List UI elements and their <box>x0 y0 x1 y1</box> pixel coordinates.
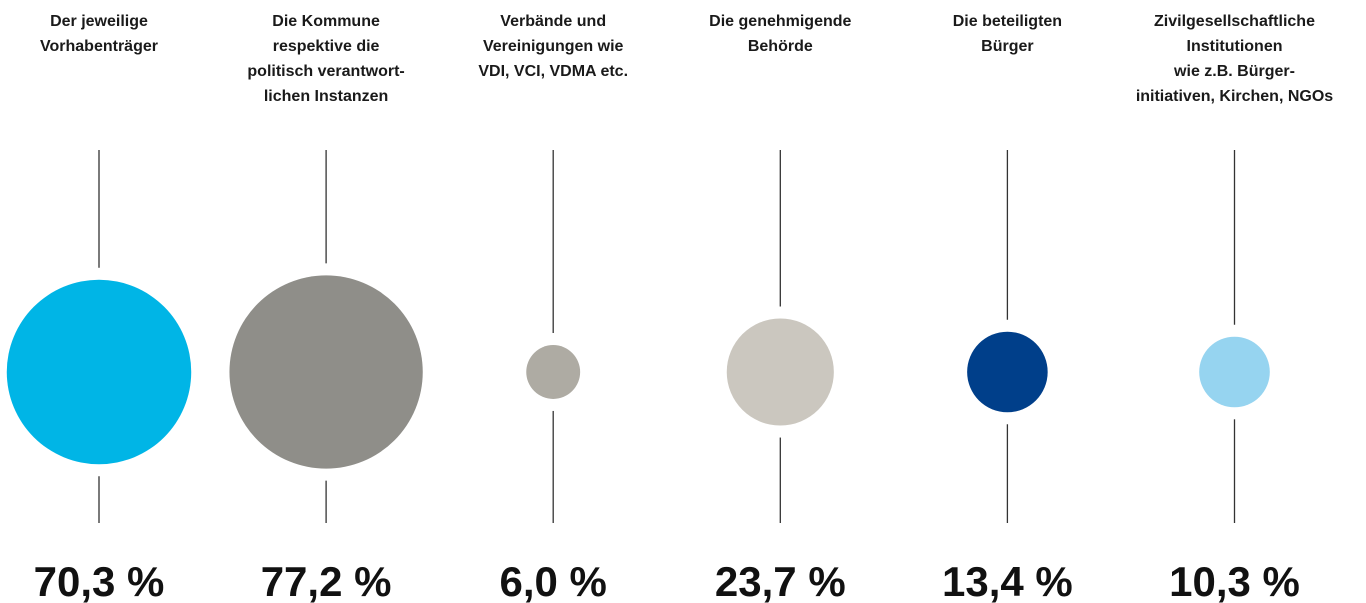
category-line: Die Kommune <box>272 13 380 30</box>
bubble <box>1199 336 1270 408</box>
category-line: Vorhabenträger <box>40 38 158 55</box>
category-line: Verbände und <box>500 13 606 30</box>
bubble <box>526 345 581 399</box>
value-label: 77,2 % <box>261 558 392 603</box>
category-line: Vereinigungen wie <box>483 38 624 55</box>
value-label: 13,4 % <box>942 558 1073 603</box>
category-line: Die beteiligten <box>953 13 1062 30</box>
bubble <box>726 318 834 426</box>
category-line: politisch verantwort- <box>247 63 404 80</box>
bubble <box>229 275 423 469</box>
category-line: Institutionen <box>1187 38 1283 55</box>
category-line: Bürger <box>981 38 1033 55</box>
category-line: initiativen, Kirchen, NGOs <box>1136 88 1333 105</box>
value-label: 10,3 % <box>1169 558 1300 603</box>
category-label: Der jeweilige Vorhabenträger <box>40 13 158 55</box>
category-line: lichen Instanzen <box>264 88 388 105</box>
bubble <box>967 331 1048 413</box>
category-label: Die beteiligten Bürger <box>953 13 1062 55</box>
category-label: Die Kommune respektive die politisch veran… <box>247 13 404 105</box>
bubble <box>6 279 192 465</box>
value-label: 6,0 % <box>499 558 606 603</box>
category-line: Der jeweilige <box>50 13 148 30</box>
value-label: 70,3 % <box>34 558 165 603</box>
category-label: Zivilgesellschaftliche Institutionen wie z… <box>1136 13 1333 105</box>
category-line: Die genehmigende <box>709 13 851 30</box>
category-label: Die genehmigende Behörde <box>709 13 851 55</box>
category-line: VDI, VCI, VDMA etc. <box>478 63 628 80</box>
category-line: Behörde <box>748 38 813 55</box>
category-label: Verbände und Vereinigungen wie VDI, VCI, V… <box>478 13 628 80</box>
category-line: Zivilgesellschaftliche <box>1154 13 1315 30</box>
category-line: wie z.B. Bürger- <box>1173 63 1295 80</box>
category-line: respektive die <box>273 38 380 55</box>
value-label: 23,7 % <box>715 558 846 603</box>
